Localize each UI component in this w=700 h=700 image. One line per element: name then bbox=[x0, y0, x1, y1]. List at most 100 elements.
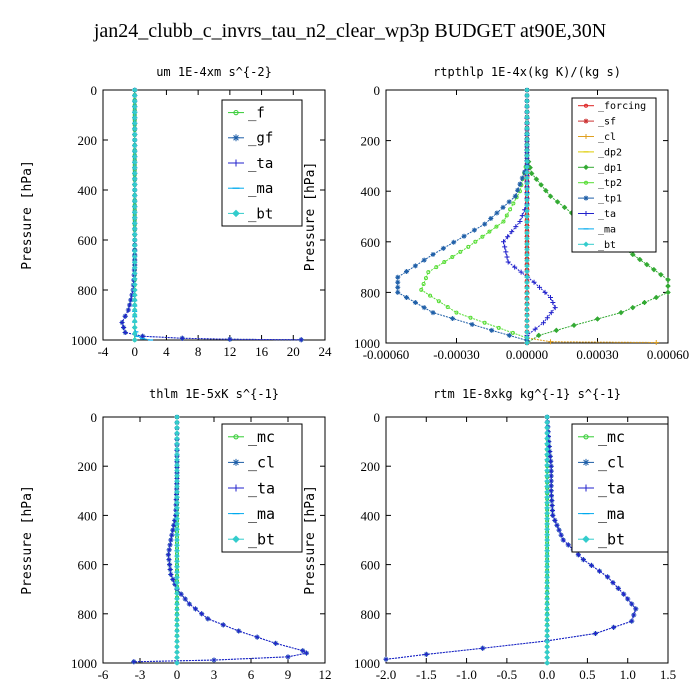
data-point bbox=[489, 327, 495, 333]
data-point bbox=[610, 580, 616, 586]
data-point bbox=[430, 251, 436, 257]
legend-marker bbox=[232, 484, 240, 492]
data-point bbox=[131, 324, 138, 331]
data-point bbox=[167, 562, 173, 568]
data-point bbox=[404, 269, 410, 275]
series-bt bbox=[131, 87, 138, 343]
data-point bbox=[544, 537, 550, 543]
data-point bbox=[524, 296, 530, 302]
data-point bbox=[549, 503, 555, 509]
data-point bbox=[588, 562, 594, 568]
data-point bbox=[122, 313, 128, 319]
series-bt bbox=[544, 414, 550, 666]
data-point bbox=[131, 198, 138, 204]
data-point bbox=[548, 339, 553, 345]
data-point bbox=[524, 131, 530, 137]
y-tick-label: 1000 bbox=[71, 656, 97, 671]
data-point bbox=[653, 294, 660, 301]
data-point bbox=[404, 294, 410, 300]
legend-label: _ma bbox=[248, 181, 273, 197]
data-point bbox=[629, 618, 635, 624]
legend-marker bbox=[232, 134, 240, 142]
y-tick-label: 400 bbox=[78, 183, 98, 198]
x-tick-label: 9 bbox=[285, 667, 292, 682]
data-point bbox=[524, 318, 530, 324]
data-point bbox=[524, 147, 530, 154]
x-tick-label: 0.00060 bbox=[647, 347, 689, 362]
data-point bbox=[504, 254, 510, 260]
data-point bbox=[131, 337, 138, 343]
data-point bbox=[131, 126, 138, 132]
data-point bbox=[468, 315, 473, 320]
data-point bbox=[517, 219, 523, 225]
y-tick-label: 0 bbox=[374, 83, 381, 98]
data-point bbox=[556, 527, 562, 533]
data-point bbox=[548, 463, 554, 469]
data-point bbox=[524, 103, 530, 110]
data-point bbox=[519, 175, 525, 181]
chart-panel-1: um 1E-4xm s^{-2}Pressure [hPa]0200400600… bbox=[20, 65, 332, 359]
data-point bbox=[131, 281, 138, 288]
data-point bbox=[636, 256, 643, 263]
data-point bbox=[537, 284, 543, 290]
series-line bbox=[134, 90, 151, 341]
data-point bbox=[524, 224, 530, 231]
y-tick-label: 200 bbox=[78, 459, 98, 474]
data-point bbox=[131, 302, 138, 308]
legend: _mc _cl _ta _ma _bt bbox=[221, 423, 303, 553]
data-point bbox=[618, 309, 624, 316]
data-point bbox=[174, 649, 180, 656]
data-point bbox=[178, 591, 184, 597]
data-point bbox=[524, 164, 530, 170]
data-point bbox=[605, 574, 611, 580]
data-point bbox=[518, 269, 524, 275]
data-point bbox=[524, 279, 530, 286]
x-tick-label: 0.5 bbox=[579, 667, 595, 682]
data-point bbox=[131, 176, 138, 182]
x-tick-label: 1.5 bbox=[660, 667, 676, 682]
legend: _f _gf _ta _ma _bt bbox=[221, 99, 303, 227]
legend: _mc _cl _ta _ma _bt bbox=[571, 423, 669, 553]
y-tick-label: 0 bbox=[91, 83, 98, 98]
data-point bbox=[131, 259, 138, 266]
data-point bbox=[469, 321, 475, 327]
chart-title: um 1E-4xm s^{-2} bbox=[156, 65, 272, 79]
data-point bbox=[524, 158, 530, 165]
data-point bbox=[428, 293, 433, 298]
legend-marker bbox=[583, 211, 589, 216]
data-point bbox=[528, 170, 535, 177]
data-point bbox=[558, 532, 564, 538]
data-point bbox=[131, 120, 138, 127]
data-point bbox=[434, 265, 439, 270]
data-point bbox=[412, 300, 418, 306]
data-point bbox=[174, 537, 180, 543]
x-tick-label: -1.5 bbox=[416, 667, 437, 682]
data-point bbox=[170, 576, 176, 582]
x-tick-label: 12 bbox=[223, 344, 236, 359]
x-tick-label: 16 bbox=[255, 344, 269, 359]
data-point bbox=[174, 660, 180, 666]
series-bt bbox=[524, 87, 530, 346]
y-axis-label: Pressure [hPa] bbox=[303, 485, 318, 595]
data-point bbox=[174, 638, 180, 645]
data-point bbox=[174, 633, 180, 640]
data-point bbox=[504, 213, 509, 218]
data-point bbox=[515, 187, 521, 193]
data-point bbox=[169, 532, 175, 538]
data-point bbox=[548, 294, 553, 300]
data-point bbox=[524, 180, 530, 187]
data-point bbox=[542, 289, 548, 295]
data-point bbox=[131, 214, 138, 221]
legend-marker bbox=[582, 484, 590, 492]
data-point bbox=[641, 299, 648, 306]
data-point bbox=[131, 103, 138, 110]
data-point bbox=[552, 517, 558, 523]
data-point bbox=[524, 301, 530, 308]
data-point bbox=[199, 611, 205, 617]
data-point bbox=[524, 98, 530, 104]
data-point bbox=[131, 114, 138, 121]
data-point bbox=[532, 326, 538, 332]
data-point bbox=[524, 230, 530, 236]
data-point bbox=[544, 628, 550, 634]
data-point bbox=[524, 142, 530, 148]
